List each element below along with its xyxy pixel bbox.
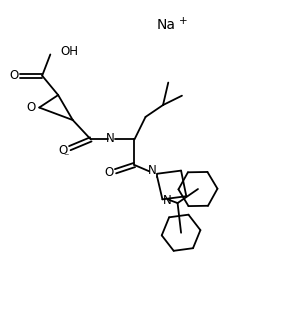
Text: ⁻: ⁻ — [64, 152, 69, 162]
Text: O: O — [104, 166, 113, 179]
Text: +: + — [178, 16, 187, 26]
Text: OH: OH — [61, 45, 78, 59]
Text: N: N — [163, 194, 172, 207]
Text: O: O — [9, 69, 19, 82]
Text: N: N — [148, 164, 156, 177]
Text: O: O — [26, 101, 36, 114]
Text: O: O — [59, 144, 68, 157]
Text: Na: Na — [156, 18, 176, 32]
Text: N: N — [106, 132, 115, 145]
